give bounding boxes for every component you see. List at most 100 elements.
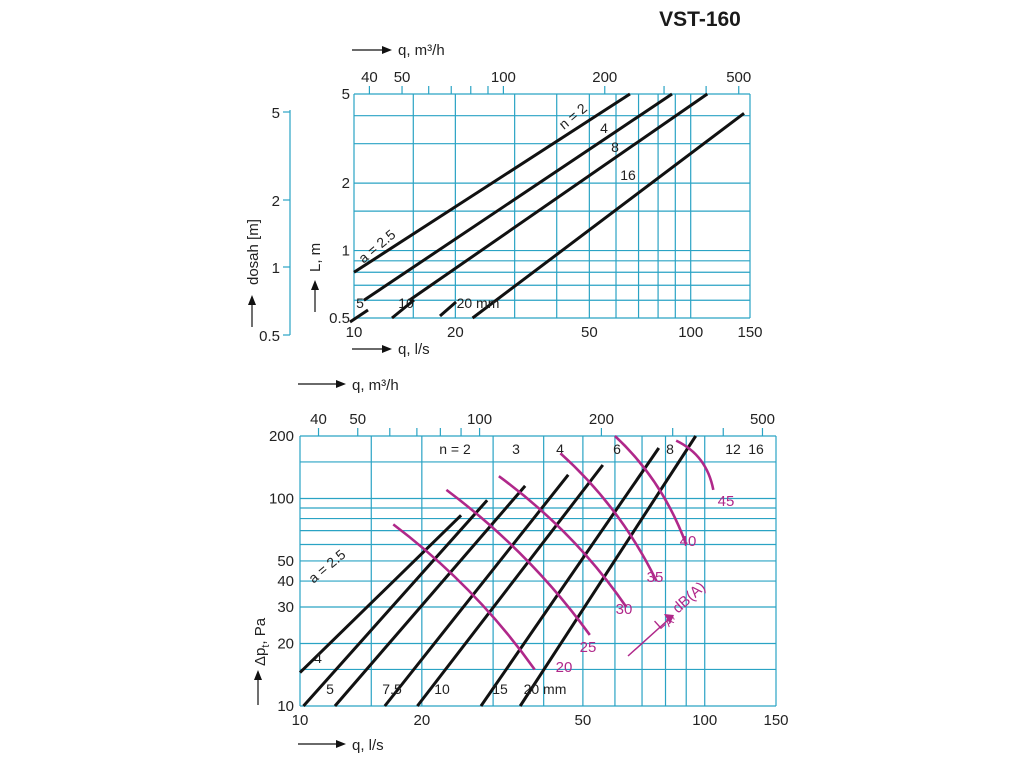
sound-level-label: 40 bbox=[680, 533, 697, 550]
n-curve-label: 8 bbox=[666, 441, 674, 457]
top-x-bottom-label-text: q, l/s bbox=[398, 341, 430, 358]
series-line bbox=[302, 499, 489, 707]
a-curve-label: 20 mm bbox=[457, 295, 500, 311]
curve-stub bbox=[349, 308, 369, 324]
x-top-tick-label: 200 bbox=[589, 411, 614, 428]
n-curve-label: 16 bbox=[748, 441, 764, 457]
x-tick-label: 20 bbox=[447, 324, 464, 341]
y-tick-label: 30 bbox=[277, 599, 294, 616]
x-top-tick-label: 40 bbox=[310, 411, 327, 428]
y-tick-label: 40 bbox=[277, 573, 294, 590]
series-line bbox=[383, 473, 570, 707]
y-tick-label: 50 bbox=[277, 553, 294, 570]
top-x-bottom-axis-label: q, l/s bbox=[352, 341, 430, 358]
series-line bbox=[416, 464, 605, 707]
x-tick-label: 10 bbox=[346, 324, 363, 341]
x-tick-label: 50 bbox=[581, 324, 598, 341]
throw-chart-grid: 10 20 50 100 150 40 50 100 200 500 0.5 1 2 5 bbox=[329, 69, 762, 341]
sound-axis-label: LA, dB(A) bbox=[627, 579, 709, 657]
top-y-label-text: L, m bbox=[307, 243, 324, 272]
bot-x-bottom-axis-label: q, l/s bbox=[298, 737, 384, 754]
top-x-top-axis-label: q, m³/h bbox=[352, 42, 445, 59]
dosah-tick-5: 5 bbox=[272, 105, 280, 122]
y-tick-label: 1 bbox=[342, 243, 350, 260]
bot-x-top-label-text: q, m³/h bbox=[352, 377, 399, 394]
sound-level-curves: 20 25 30 35 40 45 bbox=[392, 435, 735, 676]
bot-y-label-text: Δpt, Pa bbox=[252, 617, 272, 666]
y-tick-label: 2 bbox=[342, 175, 350, 192]
dosah-tick-0-5: 0.5 bbox=[259, 328, 280, 345]
a-curve-label: 10 bbox=[434, 681, 450, 697]
dosah-tick-2: 2 bbox=[272, 193, 280, 210]
dosah-tick-1: 1 bbox=[272, 260, 280, 277]
sound-level-label: 20 bbox=[556, 659, 573, 676]
a-curve-label: 5 bbox=[356, 295, 364, 311]
sound-level-curve bbox=[498, 475, 628, 608]
chart-title: VST-160 bbox=[659, 8, 741, 31]
y-tick-label: 10 bbox=[277, 698, 294, 715]
y-tick-label: 20 bbox=[277, 636, 294, 653]
a-curve-label: a = 2.5 bbox=[305, 546, 349, 586]
n-curve-label: 8 bbox=[611, 139, 619, 155]
x-top-tick-label: 50 bbox=[349, 411, 366, 428]
a-curve-label: 5 bbox=[326, 681, 334, 697]
n-curve-label: n = 2 bbox=[439, 441, 471, 457]
bot-x-top-axis-label: q, m³/h bbox=[298, 377, 399, 394]
x-tick-label: 50 bbox=[575, 712, 592, 729]
series-line bbox=[353, 92, 631, 274]
x-top-tick-label: 200 bbox=[592, 69, 617, 86]
a-curve-label: 15 bbox=[492, 681, 508, 697]
sound-level-curve bbox=[614, 435, 688, 545]
top-x-top-label-text: q, m³/h bbox=[398, 42, 445, 59]
x-top-tick-label: 100 bbox=[467, 411, 492, 428]
x-top-tick-label: 40 bbox=[361, 69, 378, 86]
a-curve-label: 10 bbox=[398, 295, 414, 311]
series-line bbox=[518, 435, 697, 707]
series-line bbox=[408, 92, 709, 302]
x-top-tick-label: 500 bbox=[750, 411, 775, 428]
x-tick-label: 20 bbox=[413, 712, 430, 729]
sound-level-curve bbox=[392, 523, 536, 671]
x-top-tick-label: 500 bbox=[726, 69, 751, 86]
n-curve-label: 4 bbox=[600, 120, 608, 136]
n-curve-label: 3 bbox=[512, 441, 520, 457]
bot-y-axis-label: Δpt, Pa bbox=[252, 617, 272, 705]
x-tick-label: 100 bbox=[692, 712, 717, 729]
x-top-tick-label: 100 bbox=[491, 69, 516, 86]
dosah-label-text: dosah [m] bbox=[245, 219, 262, 285]
n-curve-label: 12 bbox=[725, 441, 741, 457]
series-line bbox=[333, 484, 527, 707]
series-line bbox=[471, 112, 745, 320]
sound-level-curve bbox=[559, 452, 658, 582]
series-line bbox=[479, 447, 661, 707]
series-line bbox=[363, 92, 673, 302]
y-tick-label: 100 bbox=[269, 490, 294, 507]
curve-stub bbox=[391, 298, 415, 320]
pressure-chart-series: n = 2 3 4 6 8 12 16a = 2.545 7.5 10 15 20 mm bbox=[298, 435, 764, 707]
x-tick-label: 10 bbox=[292, 712, 309, 729]
series-line bbox=[298, 514, 463, 674]
y-tick-label: 5 bbox=[342, 86, 350, 103]
sound-level-label: 35 bbox=[647, 569, 664, 586]
dosah-axis: 5 2 1 0.5 dosah [m] bbox=[245, 105, 291, 345]
top-y-axis-label: L, m bbox=[307, 243, 324, 312]
n-curve-label: 4 bbox=[556, 441, 564, 457]
sound-level-label: 30 bbox=[616, 601, 633, 618]
y-tick-label: 200 bbox=[269, 428, 294, 445]
a-curve-label: 4 bbox=[314, 650, 322, 666]
sound-level-curve bbox=[675, 439, 715, 491]
x-tick-label: 100 bbox=[678, 324, 703, 341]
x-tick-label: 150 bbox=[737, 324, 762, 341]
x-tick-label: 150 bbox=[763, 712, 788, 729]
x-top-tick-label: 50 bbox=[394, 69, 411, 86]
a-curve-label: 7.5 bbox=[382, 681, 402, 697]
curve-stub bbox=[439, 300, 457, 318]
sound-level-curve bbox=[445, 488, 591, 636]
n-curve-label: n = 2 bbox=[556, 100, 591, 133]
sound-level-label: 45 bbox=[718, 493, 735, 510]
throw-chart: 10 20 50 100 150 40 50 100 200 500 0.5 1 2 5 n = 2 48 1… bbox=[245, 42, 763, 358]
